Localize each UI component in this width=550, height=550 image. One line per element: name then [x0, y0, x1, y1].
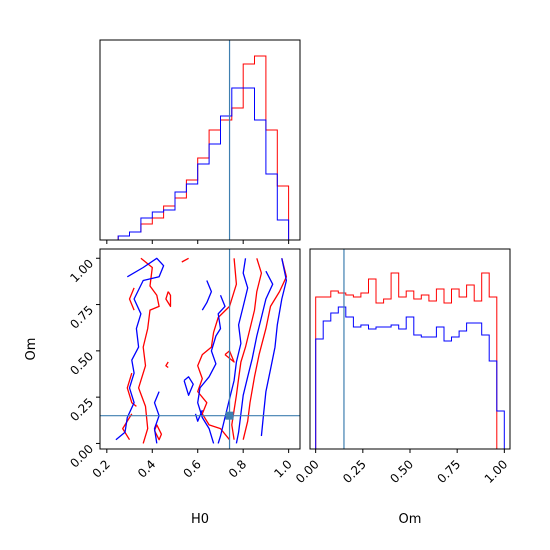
- h0-histogram-red_run: [117, 55, 290, 240]
- x-axis-label-h0: H0: [191, 512, 209, 527]
- contour-red_run-3: [126, 372, 137, 407]
- om-histogram-red_run: [315, 272, 505, 449]
- y-axis-label-om: Om: [24, 338, 39, 361]
- contour-red_run-2: [165, 291, 172, 308]
- contour-red_run-11: [165, 361, 169, 369]
- om-y-tick-label: 0.75: [67, 303, 96, 332]
- om-y-tick-label: 0.50: [67, 349, 96, 378]
- contour-red_run-5: [153, 424, 163, 441]
- h0-x-tick-label: 0.2: [90, 457, 113, 480]
- om-y-tick-label: 0.00: [67, 442, 96, 471]
- om-y-tick-label: 0.25: [67, 395, 96, 424]
- contour-red_run-4: [122, 413, 133, 441]
- joint-frame: [99, 248, 301, 450]
- h0-histogram-blue_run: [117, 87, 290, 240]
- h0-histogram-frame: [99, 39, 301, 241]
- contour-red_run-0: [137, 257, 160, 444]
- contour-blue_run-19: [183, 376, 194, 396]
- h0-marginal-histogram-panel: [99, 39, 301, 244]
- om-y-tick-label: 1.00: [67, 256, 96, 285]
- contour-red_run-6: [181, 257, 189, 263]
- contour-red_run-1: [128, 287, 135, 311]
- truth-marker: [225, 411, 234, 420]
- h0-x-tick-label: 1.0: [271, 457, 294, 480]
- om-histogram-blue_run: [315, 306, 505, 449]
- contour-blue_run-17: [235, 270, 274, 444]
- om-x-tick-label: 0.25: [340, 457, 369, 486]
- x-axis-label-om: Om: [399, 512, 422, 527]
- om-marginal-histogram-panel: 0.00 0.25 0.50 0.75 1.00: [293, 248, 511, 486]
- contour-blue_run-14: [201, 280, 213, 311]
- h0-x-tick-label: 0.6: [180, 457, 203, 480]
- om-x-tick-label: 1.00: [482, 457, 511, 486]
- contour-blue_run-16: [217, 258, 249, 444]
- h0-x-tick-label: 0.4: [135, 457, 158, 480]
- contour-red_run-9: [242, 258, 288, 440]
- om-x-tick-label: 0.00: [293, 457, 322, 486]
- h0-om-contour-panel: 0.2 0.4 0.6 0.8 1.0 0.00 0.25 0.50 0.75 1.00: [67, 248, 301, 481]
- contour-red_run-7: [197, 258, 238, 441]
- h0-x-tick-label: 0.8: [226, 457, 249, 480]
- om-histogram-frame: [309, 248, 511, 450]
- om-x-tick-label: 0.50: [387, 457, 416, 486]
- om-x-tick-label: 0.75: [434, 457, 463, 486]
- contour-red_run-8: [231, 258, 263, 440]
- contour-blue_run-12: [115, 257, 165, 441]
- contour-blue_run-15: [197, 295, 226, 444]
- contour-blue_run-18: [260, 258, 288, 437]
